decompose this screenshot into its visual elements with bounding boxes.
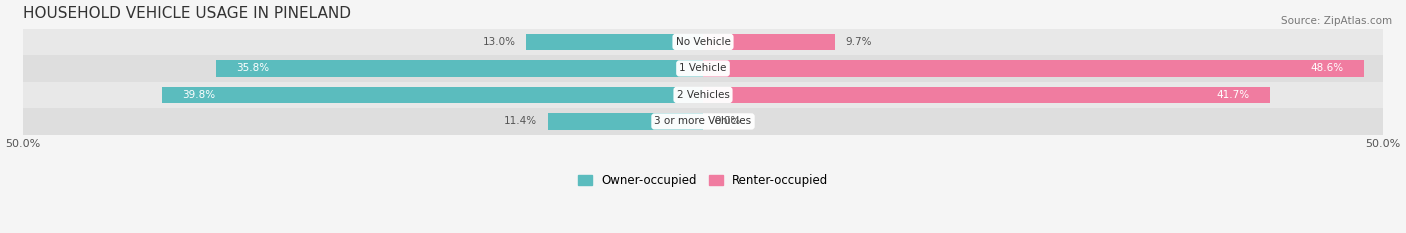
Text: 48.6%: 48.6% bbox=[1310, 63, 1343, 73]
Bar bbox=[703, 60, 1364, 77]
Text: 2 Vehicles: 2 Vehicles bbox=[676, 90, 730, 100]
Text: 3 or more Vehicles: 3 or more Vehicles bbox=[654, 116, 752, 127]
Text: No Vehicle: No Vehicle bbox=[675, 37, 731, 47]
Text: 9.7%: 9.7% bbox=[846, 37, 872, 47]
Bar bbox=[162, 87, 703, 103]
Text: HOUSEHOLD VEHICLE USAGE IN PINELAND: HOUSEHOLD VEHICLE USAGE IN PINELAND bbox=[22, 6, 351, 21]
Legend: Owner-occupied, Renter-occupied: Owner-occupied, Renter-occupied bbox=[578, 174, 828, 187]
Bar bbox=[217, 60, 703, 77]
Text: 13.0%: 13.0% bbox=[482, 37, 516, 47]
Bar bbox=[526, 34, 703, 50]
Text: 39.8%: 39.8% bbox=[183, 90, 215, 100]
Text: Source: ZipAtlas.com: Source: ZipAtlas.com bbox=[1281, 16, 1392, 26]
Text: 11.4%: 11.4% bbox=[503, 116, 537, 127]
Bar bbox=[22, 108, 1384, 135]
Text: 1 Vehicle: 1 Vehicle bbox=[679, 63, 727, 73]
Bar bbox=[22, 29, 1384, 55]
Text: 35.8%: 35.8% bbox=[236, 63, 270, 73]
Text: 0.0%: 0.0% bbox=[714, 116, 740, 127]
Text: 41.7%: 41.7% bbox=[1216, 90, 1250, 100]
Bar bbox=[22, 82, 1384, 108]
Bar bbox=[548, 113, 703, 130]
Bar bbox=[22, 55, 1384, 82]
Bar bbox=[703, 34, 835, 50]
Bar bbox=[703, 87, 1270, 103]
